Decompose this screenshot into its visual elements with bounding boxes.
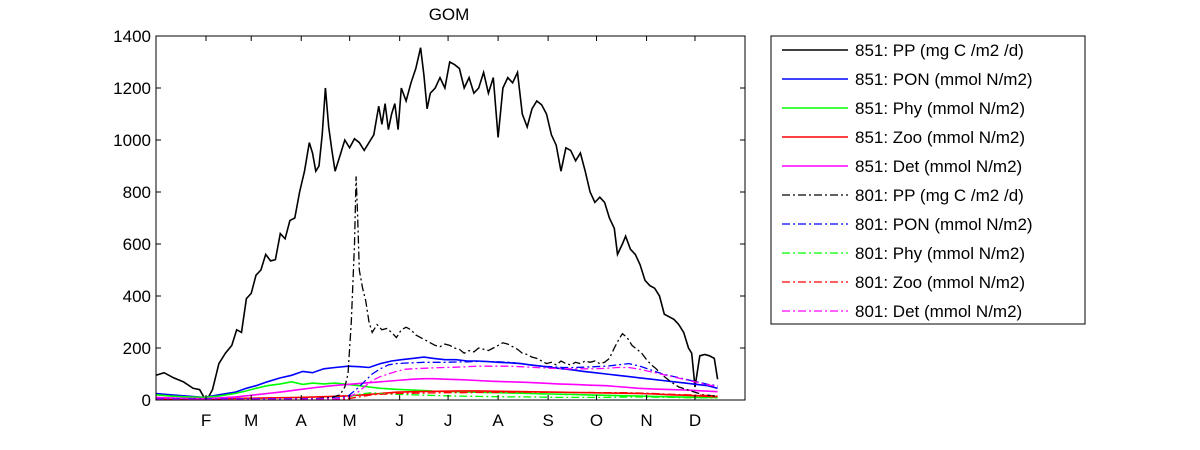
legend-label: 801: Phy (mmol N/m2) xyxy=(855,244,1025,263)
y-axis: 0 200 400 600 800 1000 1200 1400 xyxy=(113,27,745,410)
y-tick-label: 1400 xyxy=(113,27,151,46)
y-tick-label: 800 xyxy=(123,183,151,202)
chart-title: GOM xyxy=(429,5,470,24)
series-line-5 xyxy=(156,176,718,400)
y-tick-label: 600 xyxy=(123,235,151,254)
x-tick-label: J xyxy=(395,411,404,430)
plot-frame xyxy=(155,35,746,401)
legend-label: 851: PON (mmol N/m2) xyxy=(855,70,1033,89)
y-tick-label: 1000 xyxy=(113,131,151,150)
legend: 851: PP (mg C /m2 /d) 851: PON (mmol N/m2… xyxy=(770,35,1086,325)
y-tick-label: 200 xyxy=(123,339,151,358)
x-tick-label: D xyxy=(689,411,701,430)
legend-label: 801: PON (mmol N/m2) xyxy=(855,215,1033,234)
x-tick-label: F xyxy=(201,411,211,430)
x-tick-label: A xyxy=(492,411,504,430)
legend-box xyxy=(770,35,1086,325)
series-line-0 xyxy=(155,47,719,400)
series-line-1 xyxy=(155,356,718,399)
x-tick-label: A xyxy=(296,411,308,430)
x-tick-label: J xyxy=(444,411,453,430)
x-tick-label: O xyxy=(590,411,603,430)
legend-label: 851: Phy (mmol N/m2) xyxy=(855,99,1025,118)
legend-label: 801: PP (mg C /m2 /d) xyxy=(855,186,1024,205)
legend-label: 851: Zoo (mmol N/m2) xyxy=(855,128,1025,147)
x-tick-label: M xyxy=(244,411,258,430)
legend-label: 801: Zoo (mmol N/m2) xyxy=(855,273,1025,292)
x-tick-label: N xyxy=(640,411,652,430)
x-tick-label: S xyxy=(542,411,553,430)
y-tick-label: 0 xyxy=(142,391,151,410)
legend-label: 801: Det (mmol N/m2) xyxy=(855,302,1022,321)
legend-label: 851: Det (mmol N/m2) xyxy=(855,157,1022,176)
x-tick-label: M xyxy=(343,411,357,430)
legend-label: 851: PP (mg C /m2 /d) xyxy=(855,41,1024,60)
y-tick-label: 400 xyxy=(123,287,151,306)
y-tick-label: 1200 xyxy=(113,79,151,98)
